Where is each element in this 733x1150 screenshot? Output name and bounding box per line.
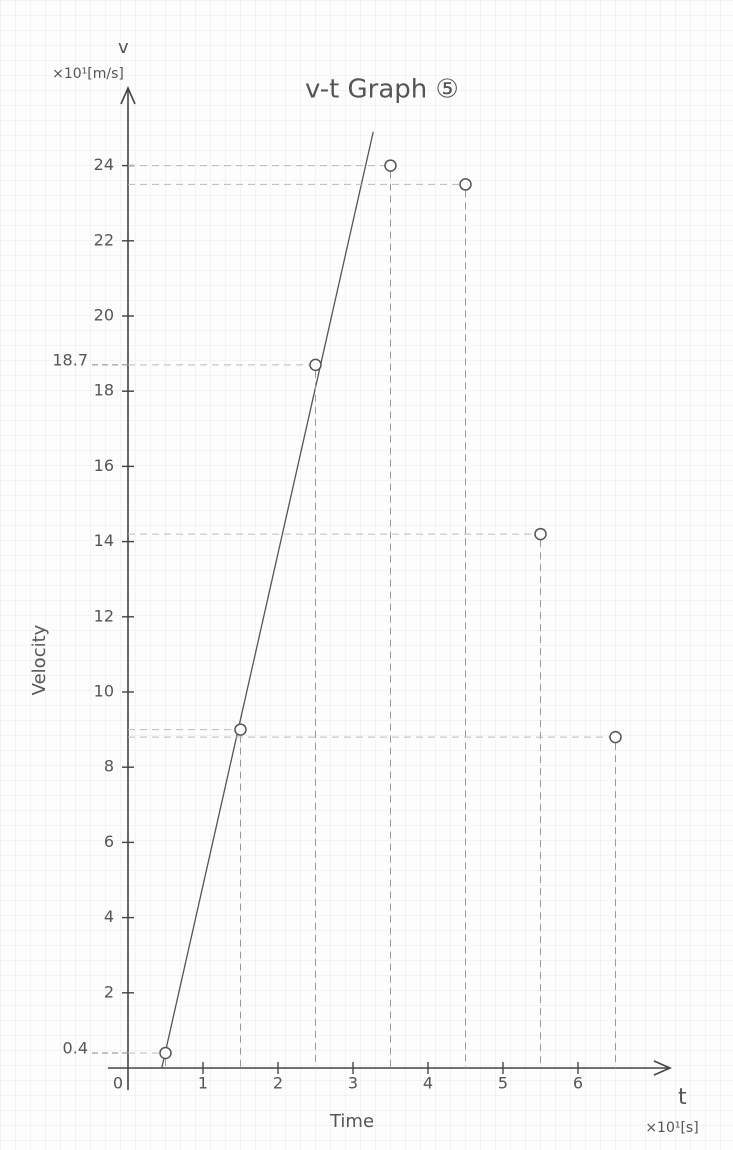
data-point: [310, 359, 321, 370]
x-tick-label: 3: [348, 1074, 358, 1093]
y-tick-label: 14: [94, 531, 114, 550]
y-axis-label: Velocity: [29, 624, 50, 695]
data-point: [610, 732, 621, 743]
x-tick-label: 6: [573, 1074, 583, 1093]
data-point: [535, 529, 546, 540]
y-tick-label: 4: [104, 907, 114, 926]
marked-value-label: 18.7: [52, 350, 88, 369]
y-tick-label: 12: [94, 606, 114, 625]
data-point: [385, 160, 396, 171]
chart-title: v-t Graph ⑤: [305, 75, 459, 105]
x-tick-label: 5: [498, 1074, 508, 1093]
chart: v-t Graph ⑤ v ×10¹[m/s] t ×10¹[s] Time V…: [0, 0, 733, 1150]
marked-value-label: 0.4: [63, 1038, 88, 1057]
y-tick-label: 6: [104, 832, 114, 851]
data-point: [460, 179, 471, 190]
y-tick-label: 22: [94, 230, 114, 249]
x-tick-label: 4: [423, 1074, 433, 1093]
data-point: [235, 724, 246, 735]
x-tick-label: 0: [113, 1074, 123, 1093]
y-tick-label: 2: [104, 982, 114, 1001]
y-tick-label: 8: [104, 757, 114, 776]
y-tick-label: 16: [94, 456, 114, 475]
data-point: [160, 1047, 171, 1058]
x-symbol: t: [678, 1085, 687, 1110]
y-tick-label: 20: [94, 306, 114, 325]
x-tick-label: 2: [273, 1074, 283, 1093]
y-symbol: v: [118, 37, 129, 58]
y-tick-label: 10: [94, 682, 114, 701]
y-tick-label: 24: [94, 155, 114, 174]
x-tick-label: 1: [198, 1074, 208, 1093]
y-tick-label: 18: [94, 381, 114, 400]
x-unit: ×10¹[s]: [645, 1120, 698, 1136]
y-unit: ×10¹[m/s]: [52, 66, 124, 82]
x-axis-label: Time: [329, 1111, 374, 1132]
